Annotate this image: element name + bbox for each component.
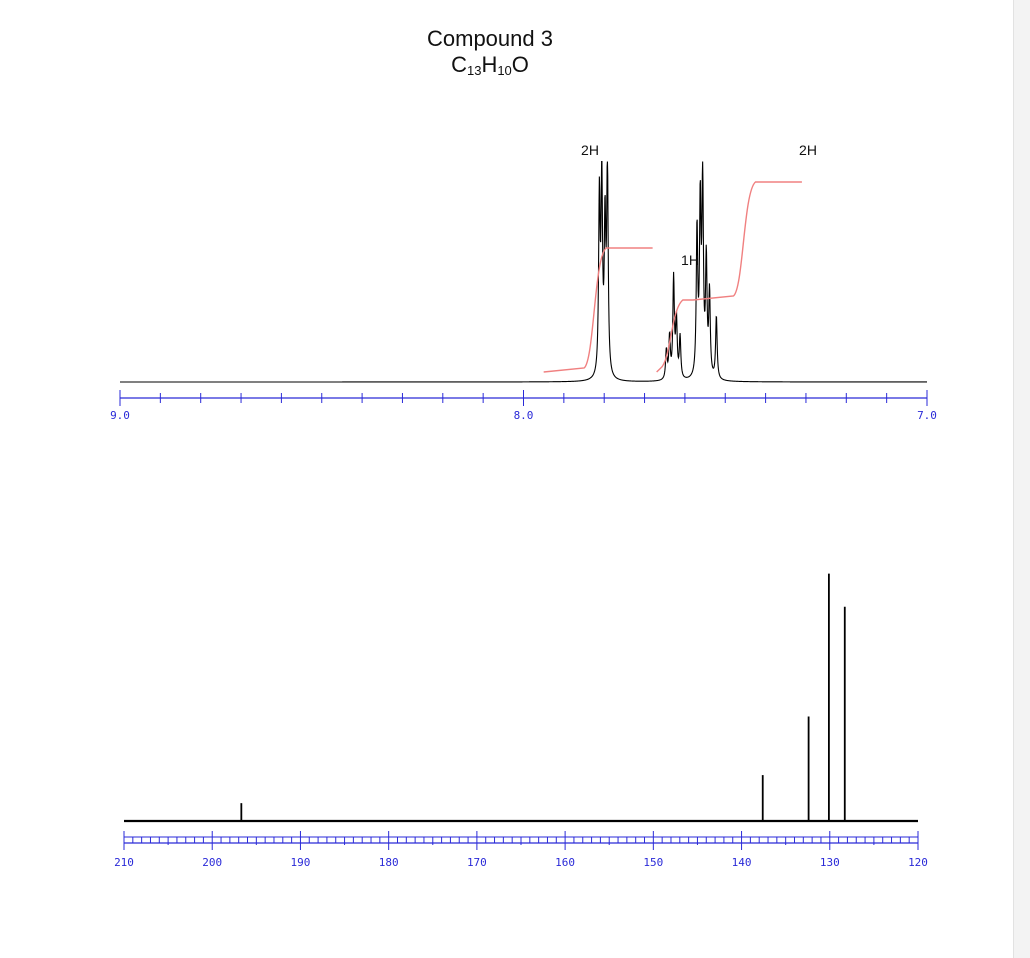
formula-h: H [481, 52, 498, 77]
c-tick-label: 120 [908, 856, 928, 869]
c-nmr-spectrum: 210 200 190 180 170 160 150 140 130 120 [114, 573, 928, 869]
c-tick-label: 180 [379, 856, 399, 869]
chart-title-block: Compound 3 C13H10O [340, 26, 640, 84]
h-integral-curve [692, 181, 802, 301]
right-edge-strip [1013, 0, 1030, 958]
molecular-formula: C13H10O [340, 52, 640, 84]
h-nmr-trace [120, 160, 927, 383]
h-nmr-spectrum: 2H 1H 2H 9.0 8.0 7.0 [110, 142, 937, 422]
h-integral-label: 2H [581, 142, 599, 158]
c-tick-label: 210 [114, 856, 134, 869]
h-tick-label: 7.0 [917, 409, 937, 422]
c-tick-label: 170 [467, 856, 487, 869]
formula-c: C [451, 52, 467, 77]
c-tick-label: 190 [291, 856, 311, 869]
c-tick-label: 150 [643, 856, 663, 869]
h-tick-label: 8.0 [514, 409, 534, 422]
h-integral-curve [656, 299, 693, 373]
chart-title: Compound 3 [427, 26, 553, 51]
c-tick-label: 200 [202, 856, 222, 869]
h-integral-label: 1H [681, 252, 699, 268]
formula-o: O [511, 52, 529, 77]
formula-c-count: 13 [466, 63, 482, 78]
h-integral-curve [543, 247, 653, 373]
h-tick-label: 9.0 [110, 409, 130, 422]
c-tick-label: 130 [820, 856, 840, 869]
c-tick-label: 160 [555, 856, 575, 869]
c-tick-label: 140 [732, 856, 752, 869]
h-integral-label: 2H [799, 142, 817, 158]
formula-h-count: 10 [497, 63, 512, 78]
